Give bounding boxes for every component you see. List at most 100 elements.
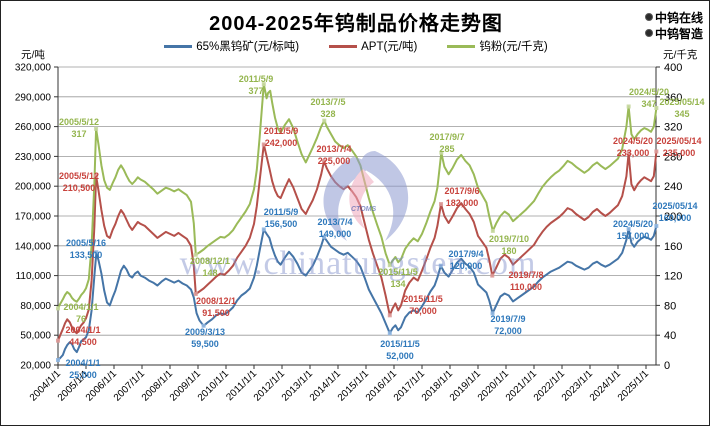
legend-line-swatch (447, 44, 476, 48)
right-axis-tick-label: 40 (664, 330, 676, 342)
annotation-label: 2005/5/16 133,500 (65, 238, 107, 260)
annotation-marker (94, 173, 99, 178)
right-axis-tick-label: 80 (664, 300, 676, 312)
annotation-label: 2011/5/9 242,000 (263, 126, 299, 148)
annotation-marker (193, 291, 198, 296)
annotation-label: 2009/3/13 59,500 (184, 327, 226, 349)
right-axis-tick-label: 200 (664, 211, 682, 223)
legend-item-apt: APT(元/吨) (329, 38, 417, 54)
annotation-marker (439, 202, 444, 207)
annotation-label: 2013/7/4 225,000 (316, 144, 352, 166)
right-axis-tick-label: 120 (664, 271, 682, 283)
annotation-marker (654, 223, 659, 228)
annotation-label: 2008/12/1 91,500 (195, 296, 237, 318)
annotation-label: 2024/5/20 347 (628, 87, 670, 109)
brand-label-1: 中钨在线 (654, 10, 703, 25)
annotation-marker (438, 263, 443, 268)
left-axis-unit: 元/吨 (21, 49, 45, 61)
annotation-marker (387, 313, 392, 318)
annotation-label: 2024/5/20 233,000 (612, 136, 654, 158)
annotation-label: 2025/05/14 345 (659, 97, 705, 119)
left-axis-tick-label: 200,000 (15, 182, 52, 193)
annotation-label: 2004/1/1 44,500 (65, 325, 101, 347)
annotation-label: 2013/7/5 328 (310, 97, 346, 119)
series-line-0 (57, 224, 658, 361)
annotation-marker (261, 82, 266, 87)
annotation-marker (56, 306, 60, 311)
right-axis-tick-label: 320 (664, 122, 682, 134)
annotation-label: 2025/05/14 235,000 (656, 136, 702, 158)
brand-label-2: 中钨智造 (654, 26, 703, 41)
annotation-label: 2017/9/6 182,000 (444, 186, 480, 208)
right-axis-tick-label: 240 (664, 181, 682, 193)
annotation-label: 2011/5/9 156,500 (263, 207, 299, 229)
right-axis-tick-label: 0 (664, 360, 670, 372)
brand-row-2: 中钨智造 (644, 25, 703, 41)
right-axis-unit: 元/千克 (663, 49, 698, 61)
annotation-label: 2015/11/5 52,000 (380, 339, 420, 361)
annotation-marker (626, 104, 631, 109)
legend-item-ore: 65%黑钨矿(元/标吨) (164, 38, 299, 54)
annotation-label: 2015/11/5 70,000 (403, 294, 443, 316)
left-axis-tick-label: 230,000 (15, 152, 52, 163)
annotation-marker (439, 150, 444, 155)
annotation-marker (261, 227, 266, 232)
annotation-marker (94, 126, 99, 131)
right-axis-tick-label: 280 (664, 151, 682, 163)
annotation-label: 2004/1/1 25,000 (65, 358, 101, 380)
chart-title: 2004-2025年钨制品价格走势图 (209, 13, 503, 35)
annotation-marker (56, 358, 60, 363)
legend-label-powder: 钨粉(元/千克) (479, 41, 548, 53)
legend-label-apt: APT(元/吨) (361, 41, 418, 53)
left-axis-tick-label: 50,000 (20, 331, 51, 342)
annotation-label: 2013/7/4 149,000 (317, 217, 353, 239)
annotation-marker (654, 105, 659, 110)
annotation-marker (56, 338, 60, 343)
x-axis-tick-label: 2025/1/1 (616, 368, 652, 404)
annotation-marker (490, 311, 495, 316)
legend-label-ore: 65%黑钨矿(元/标吨) (196, 41, 300, 53)
series-line-1 (57, 143, 658, 342)
left-axis-tick-label: 170,000 (15, 212, 52, 223)
annotation-label: 2004/1/1 76 (63, 302, 99, 324)
right-axis-tick-label: 360 (664, 92, 682, 104)
annotation-marker (193, 252, 198, 257)
annotation-label: 2008/12/1 148 (189, 256, 231, 278)
annotation-label: 2025/05/14 160,000 (652, 201, 698, 223)
legend-item-powder: 钨粉(元/千克) (447, 38, 548, 54)
annotation-label: 2024/5/20 157,000 (612, 219, 654, 241)
left-axis-tick-label: 80,000 (20, 301, 51, 312)
legend: 65%黑钨矿(元/标吨) APT(元/吨) 钨粉(元/千克) (1, 38, 709, 54)
left-axis-tick-label: 320,000 (15, 63, 52, 74)
annotation-marker (626, 226, 631, 231)
annotation-label: 2019/7/10 180 (488, 234, 530, 256)
annotation-marker (490, 228, 495, 233)
annotation-marker (387, 263, 392, 268)
series-line-2 (57, 83, 658, 310)
annotation-label: 2017/9/7 285 (429, 132, 465, 154)
annotation-marker (201, 323, 206, 328)
annotation-label: 2015/11/5 134 (378, 267, 418, 289)
left-axis-tick-label: 290,000 (15, 92, 52, 103)
brand-logo-icon (644, 29, 653, 37)
annotation-marker (654, 149, 659, 154)
annotation-marker (261, 142, 266, 147)
left-axis-tick-label: 20,000 (20, 361, 51, 372)
legend-line-swatch (329, 44, 358, 48)
left-axis-tick-label: 140,000 (15, 241, 52, 252)
annotation-marker (626, 151, 631, 156)
brand-row-1: 中钨在线 (644, 9, 703, 25)
right-axis-tick-label: 400 (664, 62, 682, 74)
right-axis-tick-label: 160 (664, 241, 682, 253)
annotation-label: 2019/7/8 110,000 (508, 270, 544, 292)
annotation-marker (94, 250, 99, 255)
legend-line-swatch (164, 44, 193, 48)
brand-logo-icon (644, 13, 653, 21)
left-axis-tick-label: 110,000 (16, 271, 52, 282)
annotation-label: 2011/5/9 377 (238, 74, 274, 96)
brand-block: 中钨在线 中钨智造 (644, 9, 703, 41)
annotation-marker (387, 331, 392, 336)
annotation-label: 2017/9/4 120,000 (448, 249, 484, 271)
